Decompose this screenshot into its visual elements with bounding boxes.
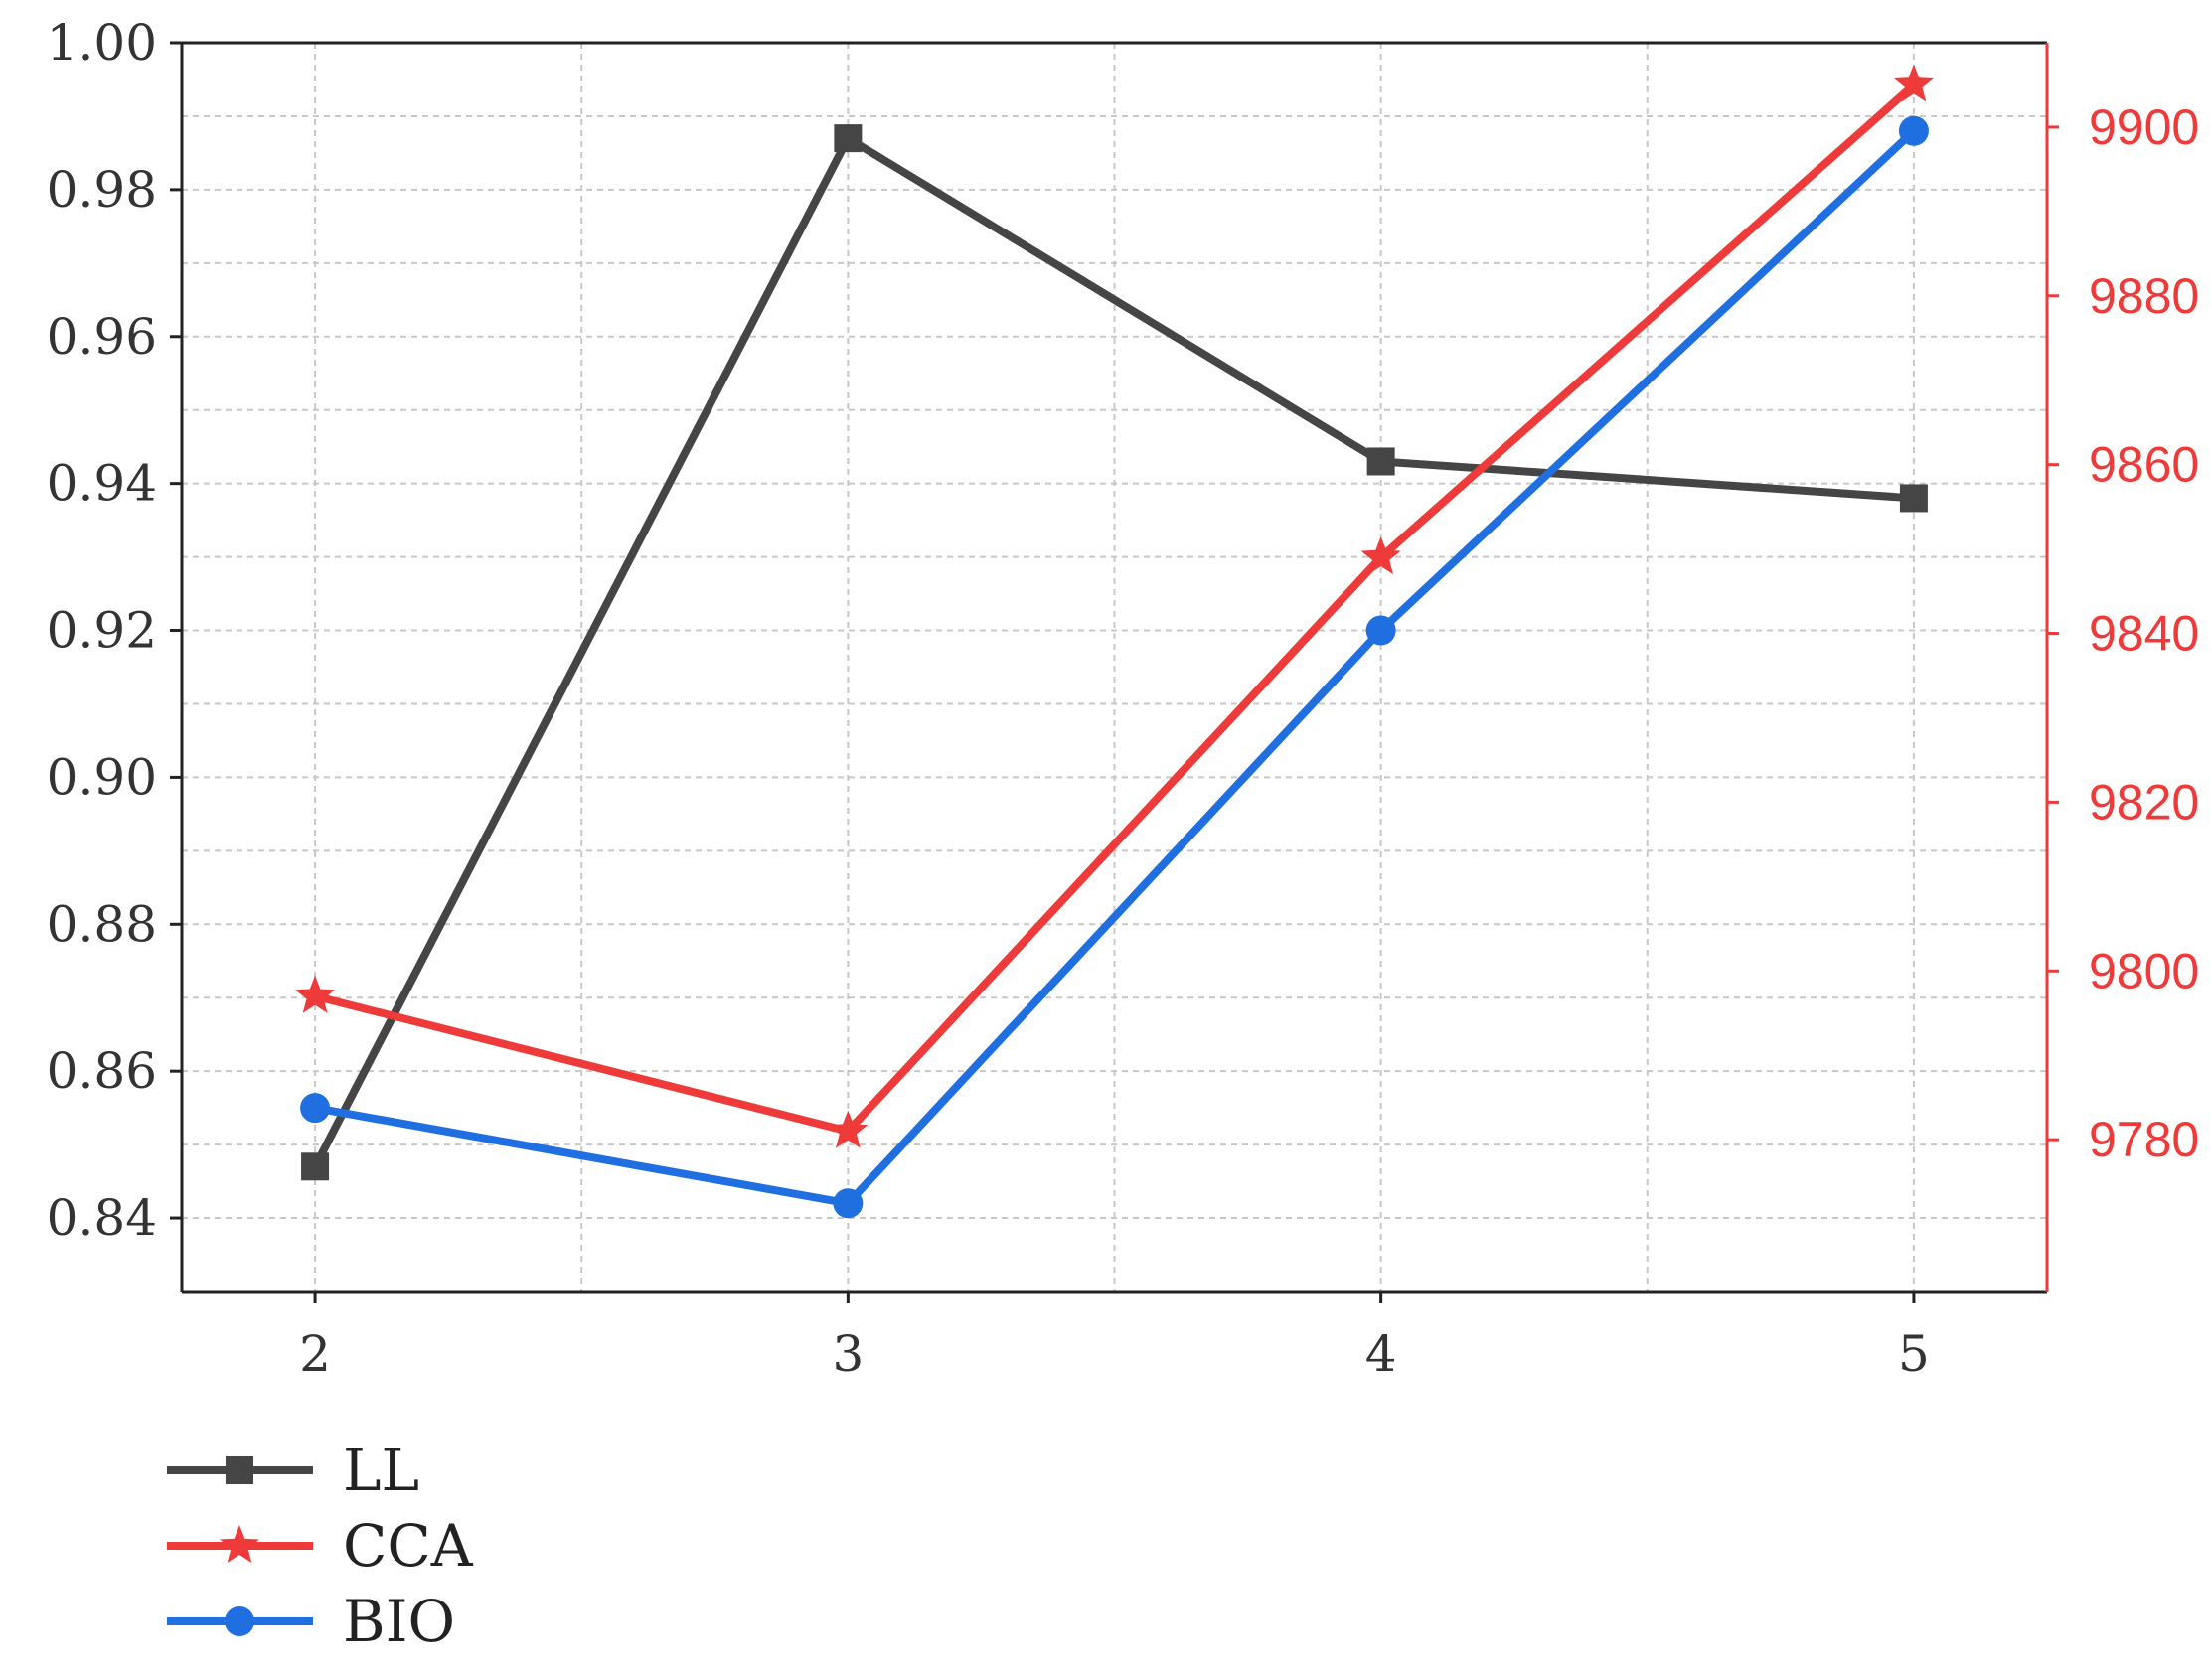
data-point-cca [1893, 64, 1934, 102]
legend: LL CCA BIO [167, 1437, 474, 1655]
legend-label-ll: LL [343, 1437, 419, 1504]
data-point-ll [301, 1152, 330, 1181]
legend-label-bio: BIO [343, 1588, 455, 1655]
x-tick-label: 2 [299, 1325, 331, 1383]
grid [182, 42, 2047, 1293]
x-tick-label: 4 [1365, 1325, 1397, 1383]
data-point-ll [1366, 447, 1395, 476]
y-tick-label: 0.84 [47, 1189, 157, 1247]
data-point-ll [1899, 484, 1928, 513]
y2-tick-label: 9880 [2089, 268, 2199, 324]
data-point-cca [1360, 536, 1401, 575]
data-point-cca [828, 1110, 869, 1148]
y2-tick-label: 9900 [2089, 99, 2199, 155]
y-tick-label: 1.00 [47, 14, 157, 72]
tick-labels: 0.84 0.86 0.88 0.90 0.92 0.94 0.96 0.98 1.00 9780… [47, 14, 2200, 1383]
series-line-cca [314, 81, 1917, 1136]
legend-marker-bio [225, 1606, 254, 1636]
y2-tick-label: 9840 [2089, 606, 2199, 662]
y-tick-label: 0.88 [47, 895, 157, 953]
data-point-bio [833, 1188, 864, 1219]
y-tick-label: 0.86 [47, 1042, 157, 1100]
data-point-ll [834, 124, 863, 153]
y-tick-label: 0.92 [47, 602, 157, 660]
data-point-bio [300, 1093, 331, 1124]
axes [170, 41, 2059, 1303]
data-point-bio [1898, 115, 1929, 146]
legend-marker-cca [220, 1525, 259, 1563]
y-tick-label: 0.90 [47, 748, 157, 806]
data-point-bio [1365, 615, 1396, 646]
series-lines [295, 64, 1934, 1219]
x-tick-label: 3 [832, 1325, 864, 1383]
legend-label-cca: CCA [343, 1512, 474, 1580]
series-line-bio [314, 127, 1917, 1208]
y-tick-label: 0.98 [47, 161, 157, 219]
data-point-cca [295, 975, 336, 1013]
legend-marker-ll [226, 1456, 253, 1484]
y-tick-label: 0.94 [47, 455, 157, 513]
x-tick-label: 5 [1898, 1325, 1930, 1383]
y2-tick-label: 9800 [2089, 943, 2199, 998]
y-tick-label: 0.96 [47, 308, 157, 366]
series-line-ll [311, 134, 1915, 1169]
y2-tick-label: 9780 [2089, 1112, 2199, 1167]
y2-tick-label: 9820 [2089, 774, 2199, 830]
y2-tick-label: 9860 [2089, 437, 2199, 493]
